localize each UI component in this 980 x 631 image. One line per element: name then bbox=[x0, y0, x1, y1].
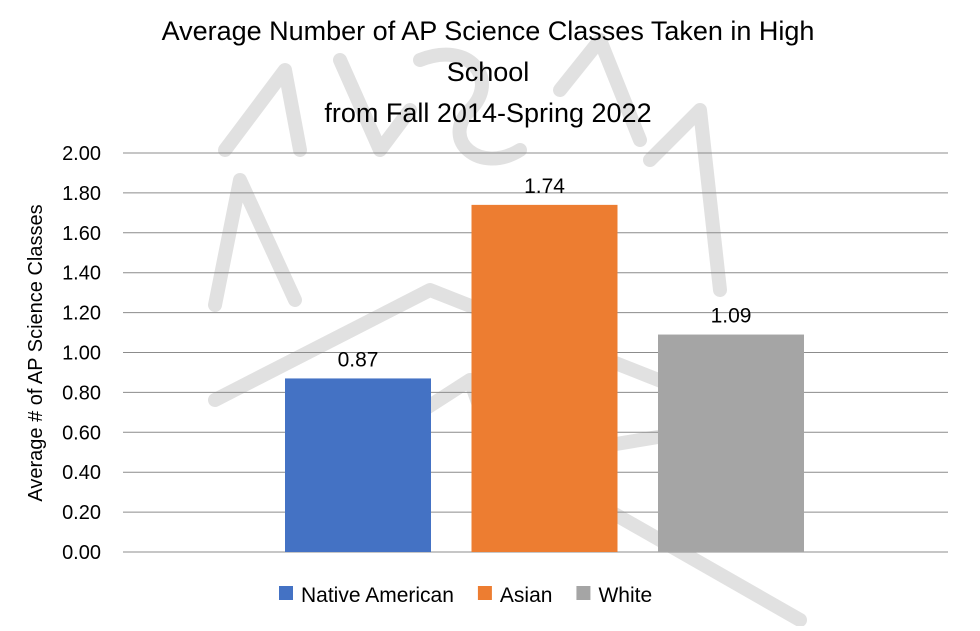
bar-native-american bbox=[285, 378, 431, 552]
legend-item: Native American bbox=[279, 584, 454, 607]
legend-swatch bbox=[279, 586, 293, 600]
chart-title-line: from Fall 2014-Spring 2022 bbox=[324, 98, 651, 128]
bars bbox=[285, 204, 804, 552]
y-tick-label: 0.60 bbox=[62, 422, 101, 444]
bar-asian bbox=[471, 204, 618, 552]
data-labels: 0.87 1.74 1.09 bbox=[338, 175, 752, 372]
y-tick-label: 1.60 bbox=[62, 223, 101, 245]
legend-label: Native American bbox=[301, 584, 454, 607]
y-tick-label: 0.00 bbox=[62, 542, 101, 564]
y-tick-label: 0.40 bbox=[62, 462, 101, 484]
y-tick-label: 0.20 bbox=[62, 502, 101, 524]
y-tick-label: 1.20 bbox=[62, 303, 101, 325]
legend-label: White bbox=[598, 584, 652, 607]
y-tick-label: 1.00 bbox=[62, 343, 101, 365]
chart-title-line: Average Number of AP Science Classes Tak… bbox=[162, 16, 815, 46]
bar-white bbox=[658, 334, 804, 552]
y-tick-label: 1.80 bbox=[62, 183, 101, 205]
data-label: 1.09 bbox=[711, 305, 752, 328]
data-label: 0.87 bbox=[338, 348, 379, 371]
y-tick-label: 0.80 bbox=[62, 382, 101, 404]
legend-swatch bbox=[477, 586, 492, 600]
legend-swatch bbox=[576, 586, 591, 600]
data-label: 1.74 bbox=[524, 175, 565, 198]
chart-title: Average Number of AP Science Classes Tak… bbox=[162, 16, 815, 128]
chart-title-line: School bbox=[447, 57, 530, 87]
legend-label: Asian bbox=[500, 584, 553, 607]
legend-item: White bbox=[576, 584, 652, 607]
y-tick-label: 1.40 bbox=[62, 263, 101, 285]
legend-item: Asian bbox=[477, 584, 553, 607]
y-axis-label: Average # of AP Science Classes bbox=[25, 204, 47, 501]
y-tick-label: 2.00 bbox=[62, 143, 101, 165]
legend: Native American Asian White bbox=[279, 584, 652, 607]
y-axis-ticks: 0.00 0.20 0.40 0.60 0.80 1.00 1.20 1.40 1.60 1.80… bbox=[62, 143, 101, 564]
